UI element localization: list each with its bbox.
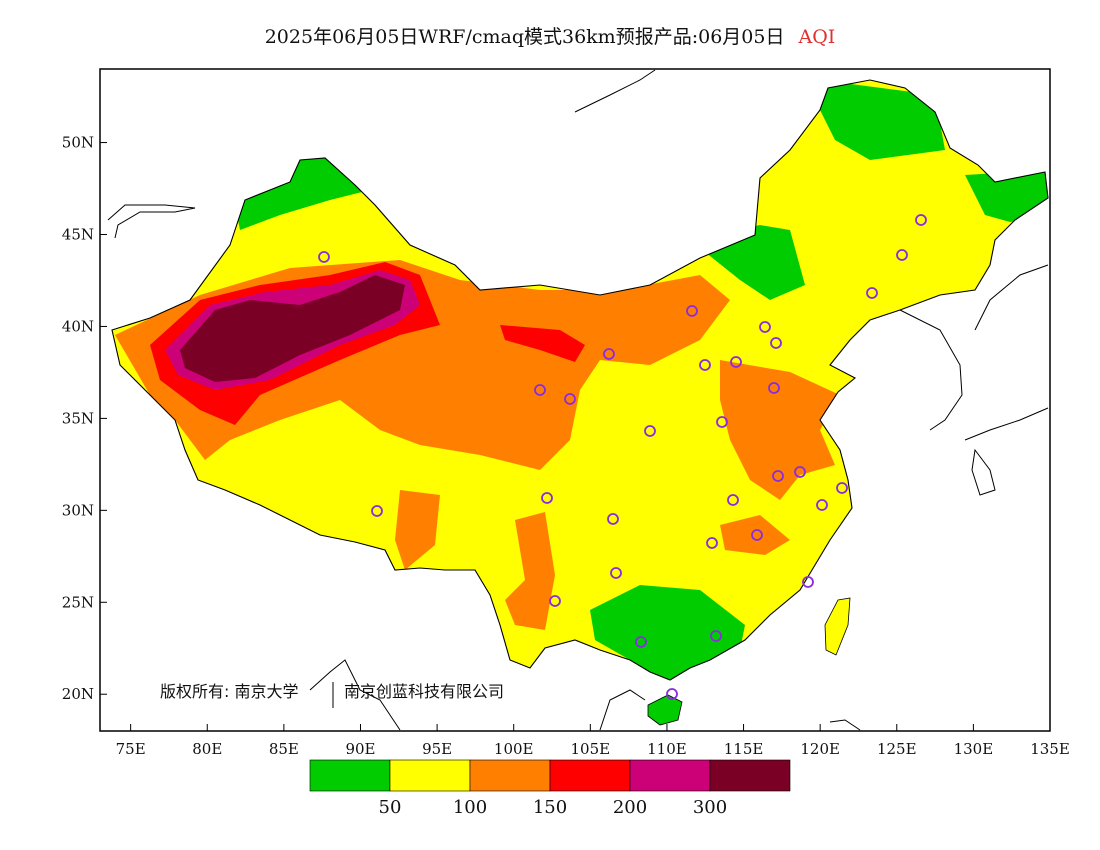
city-marker-hefei (772, 470, 784, 482)
legend-swatch (709, 759, 791, 792)
city-marker-kunming (549, 595, 561, 607)
aqi-orange-central (720, 515, 790, 555)
x-tick-label: 100E (494, 740, 534, 758)
coast-kyushu (971, 448, 996, 496)
city-marker-lhasa (371, 505, 383, 517)
coast-myanmar (309, 659, 401, 731)
aqi-red-north (500, 325, 585, 362)
hainan-island (647, 694, 683, 726)
legend-swatch (549, 759, 631, 792)
x-tick-label: 110E (647, 740, 687, 758)
x-tick-label: 95E (422, 740, 452, 758)
y-tick-label: 20N (62, 685, 94, 703)
aqi-orange-east (720, 360, 840, 500)
city-marker-shenyang (866, 287, 878, 299)
taiwan-island (824, 597, 851, 656)
city-marker-zhengzhou (716, 416, 728, 428)
x-tick-label: 85E (269, 740, 299, 758)
legend-label: 200 (613, 797, 647, 818)
map-frame (99, 68, 1051, 732)
city-marker-hohhot (686, 305, 698, 317)
city-marker-chongqing (607, 513, 619, 525)
city-marker-yinchuan (603, 348, 615, 360)
city-marker-haikou (666, 688, 678, 700)
city-marker-harbin (915, 214, 927, 226)
city-marker-shanghai (836, 482, 848, 494)
y-tick-label: 40N (62, 317, 94, 335)
y-tick-label: 45N (62, 226, 94, 244)
x-axis-ticks: 75E 80E 85E 90E 95E 100E 105E 110E 115E 120E 125E 1… (116, 724, 1070, 758)
city-marker-fuzhou (802, 576, 814, 588)
city-marker-urumqi (318, 251, 330, 263)
city-marker-guangzhou (710, 630, 722, 642)
coast-lake-baikal (574, 69, 656, 113)
figure-title: 2025年06月05日WRF/cmaq模式36km预报产品:06月05日 AQI (0, 22, 1100, 49)
city-marker-taiyuan (699, 359, 711, 371)
city-marker-xining (534, 384, 546, 396)
coastlines (107, 69, 1049, 731)
x-tick-label: 130E (954, 740, 994, 758)
x-tick-label: 125E (877, 740, 917, 758)
legend-label: 300 (693, 797, 727, 818)
city-marker-tianjin (770, 337, 782, 349)
x-tick-label: 120E (800, 740, 840, 758)
city-marker-xian (644, 425, 656, 437)
legend-label: 150 (533, 797, 567, 818)
y-tick-label: 30N (62, 501, 94, 519)
y-tick-label: 25N (62, 593, 94, 611)
y-axis-ticks: 50N 45N 40N 35N 30N 25N 20N (62, 134, 107, 703)
city-marker-guiyang (610, 567, 622, 579)
city-marker-wuhan (727, 494, 739, 506)
coast-indochina (599, 689, 646, 731)
x-tick-label: 105E (571, 740, 611, 758)
city-marker-lanzhou (564, 393, 576, 405)
x-tick-label: 75E (116, 740, 146, 758)
y-tick-label: 50N (62, 134, 94, 152)
aqi-green-east (965, 170, 1048, 222)
aqi-maroon-tarim (180, 275, 405, 382)
legend-swatch (629, 759, 711, 792)
city-marker-nanjing (794, 466, 806, 478)
y-tick-label: 35N (62, 409, 94, 427)
legend-swatch (389, 759, 471, 792)
color-legend: 50 100 150 200 300 (309, 759, 791, 818)
x-tick-label: 135E (1030, 740, 1070, 758)
x-tick-label: 90E (345, 740, 375, 758)
city-marker-shijiazhuang (730, 356, 742, 368)
city-marker-jinan (768, 382, 780, 394)
city-marker-beijing (759, 321, 771, 333)
x-tick-label: 115E (724, 740, 764, 758)
legend-swatch (469, 759, 551, 792)
x-tick-label: 80E (192, 740, 222, 758)
city-marker-changsha (706, 537, 718, 549)
city-markers (318, 214, 927, 700)
variable-label: AQI (798, 26, 836, 48)
aqi-green-south (590, 585, 745, 680)
city-marker-changchun (896, 249, 908, 261)
coast-russia-east (974, 264, 1049, 331)
legend-label: 50 (379, 797, 402, 818)
city-marker-nanchang (751, 529, 763, 541)
copyright-text-2: 南京创蓝科技有限公司 (344, 682, 504, 701)
aqi-orange-southwest (505, 512, 555, 630)
coast-northwest (107, 204, 196, 239)
aqi-orange-tibet (395, 490, 440, 570)
coast-korea (899, 309, 963, 431)
coast-philippines (829, 719, 861, 731)
legend-swatch (309, 759, 391, 792)
title-text: 2025年06月05日WRF/cmaq模式36km预报产品:06月05日 (264, 26, 785, 48)
coast-japan (964, 407, 1049, 441)
city-marker-nanning (635, 636, 647, 648)
city-marker-hangzhou (816, 499, 828, 511)
aqi-green-northeast (820, 80, 945, 160)
city-marker-chengdu (541, 492, 553, 504)
copyright-text: 版权所有: 南京大学 (160, 682, 298, 701)
legend-label: 100 (453, 797, 487, 818)
